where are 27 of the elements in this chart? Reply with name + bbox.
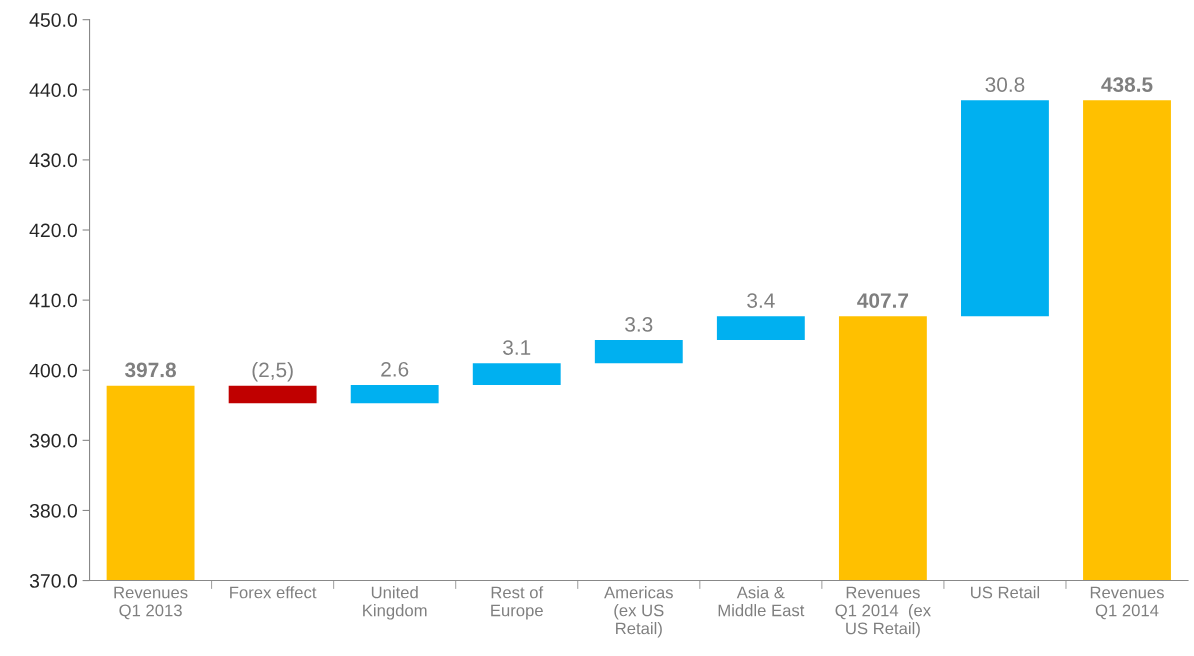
data-label: 397.8 xyxy=(124,362,177,378)
x-tick-label: Americas (ex US Retail) xyxy=(604,586,673,638)
x-tick-label: US Retail xyxy=(971,586,1040,599)
y-tick-label: 420.0 xyxy=(29,223,77,238)
x-tick-label: Rest of Europe xyxy=(491,586,544,620)
data-label: 407.7 xyxy=(857,293,909,308)
x-tick-label: Revenues Q1 2014 xyxy=(1090,586,1164,620)
x-tick-label: Asia & Middle East xyxy=(718,586,805,617)
data-label: 438.5 xyxy=(1101,77,1153,93)
data-label: 30.8 xyxy=(985,77,1025,92)
x-tick-label: Revenues Q1 2014 (ex US Retail) xyxy=(835,586,931,638)
data-label: 3.4 xyxy=(747,293,775,308)
data-label: 3.1 xyxy=(503,340,531,355)
x-tick-label: United Kingdom xyxy=(363,586,427,620)
y-tick-label: 450.0 xyxy=(29,13,77,27)
y-tick-label: 400.0 xyxy=(29,363,77,378)
data-label: 2.6 xyxy=(381,361,409,377)
x-tick-label: Revenues Q1 2013 xyxy=(114,586,188,620)
y-tick-label: 410.0 xyxy=(29,293,77,308)
x-tick-label: Forex effect xyxy=(230,586,317,599)
data-label: (2,5) xyxy=(252,362,293,382)
data-label: 3.3 xyxy=(625,317,653,332)
y-tick-label: 380.0 xyxy=(29,503,77,518)
y-tick-label: 370.0 xyxy=(29,574,77,588)
y-tick-label: 390.0 xyxy=(29,433,77,448)
y-tick-label: 430.0 xyxy=(29,153,77,168)
y-tick-label: 440.0 xyxy=(29,83,77,98)
